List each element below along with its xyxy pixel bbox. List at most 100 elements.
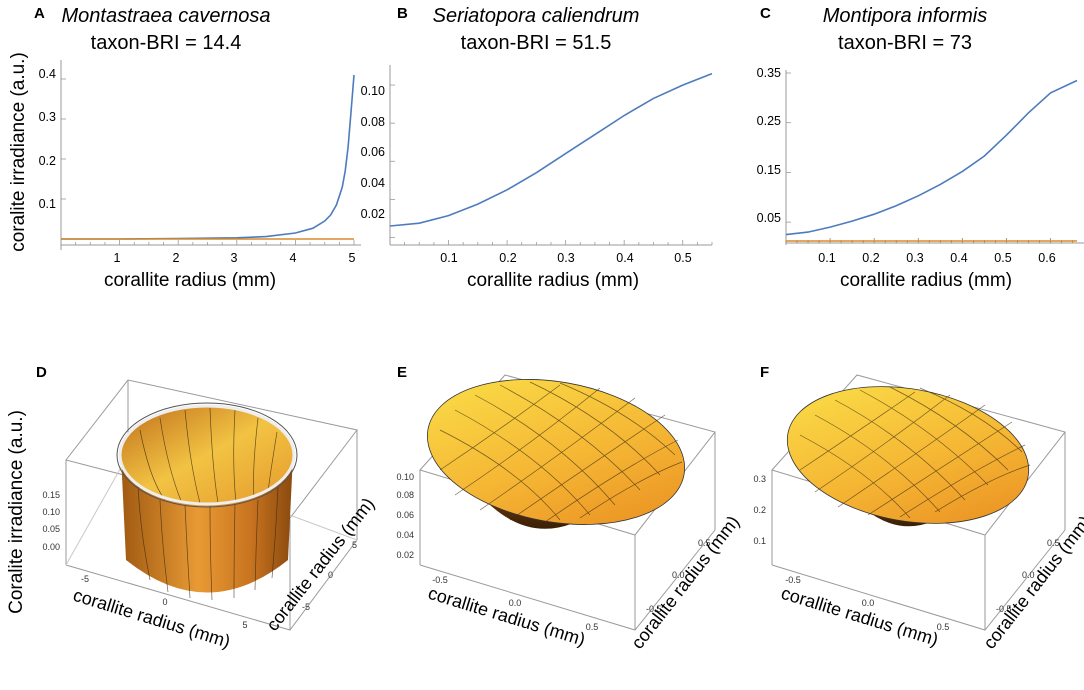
panel-b-xtick: 0.1 <box>440 251 457 265</box>
panel-c-xtick: 0.6 <box>1038 251 1055 265</box>
panel-f: F 0.1 0.2 0.3 -0.5 0.0 0.5 -0.5 0.0 0.5 … <box>753 364 1084 653</box>
panel-f-bowl-rim <box>786 386 1030 524</box>
panel-e-bowl-rim <box>426 379 686 525</box>
panel-b-ytick: 0.06 <box>361 145 385 159</box>
panel-e-bowl-surface <box>427 379 685 525</box>
panel-d-xtick: 5 <box>242 620 247 630</box>
panel-d-cup-rim <box>118 404 296 506</box>
panel-b-ytick: 0.10 <box>361 84 385 98</box>
panel-d-mesh <box>137 407 279 601</box>
panel-d-ytick: 0 <box>328 570 333 580</box>
panel-c-xtick: 0.4 <box>950 251 967 265</box>
panel-c-ticks <box>785 72 1073 243</box>
panel-b-xtick: 0.2 <box>499 251 516 265</box>
panel-e-ytick: -0.5 <box>646 604 662 614</box>
panel-letter-e: E <box>397 364 407 381</box>
panel-c: C Montipora informis taxon-BRI = 73 0.1 … <box>757 5 1084 291</box>
panel-a-xtick: 2 <box>173 251 180 265</box>
panel-b-xtick: 0.4 <box>616 251 633 265</box>
panel-e-xtick: 0.0 <box>509 598 522 608</box>
panel-f-ytick: -0.5 <box>996 604 1012 614</box>
panel-c-series-irradiance <box>785 79 1078 236</box>
y-axis-title-top: coralite irradiance (a.u.) <box>8 52 29 252</box>
panel-c-bri: taxon-BRI = 73 <box>838 32 972 54</box>
panel-e-ytick: 0.5 <box>698 538 711 548</box>
panel-d-ztick: 0.05 <box>42 524 60 534</box>
panel-b: B Seriatopora caliendrum taxon-BRI = 51.… <box>361 5 713 291</box>
panel-c-ytick: 0.05 <box>757 211 781 225</box>
panel-f-mesh <box>799 386 1031 519</box>
panel-f-ztick: 0.3 <box>753 474 766 484</box>
panel-a-xtick: 4 <box>290 251 297 265</box>
panel-f-ytick: 0.5 <box>1047 538 1060 548</box>
panel-a-ytick: 0.2 <box>39 154 56 168</box>
panel-c-xtick: 0.1 <box>818 251 835 265</box>
panel-f-y-title: corallite radius (mm) <box>979 512 1084 653</box>
panel-c-ytick: 0.25 <box>757 114 781 128</box>
panel-f-xtick: -0.5 <box>785 575 801 585</box>
panel-d-ztick: 0.10 <box>42 507 60 517</box>
panel-d-ytick: 5 <box>352 540 357 550</box>
panel-e-ztick: 0.10 <box>396 472 414 482</box>
panel-f-xtick: 0.5 <box>937 622 950 632</box>
panel-f-ztick: 0.2 <box>753 505 766 515</box>
panel-e-ztick: 0.04 <box>396 530 414 540</box>
panel-letter-b: B <box>397 5 408 22</box>
panel-b-ytick: 0.04 <box>361 176 385 190</box>
panel-a-ytick: 0.3 <box>39 110 56 124</box>
panel-e-ytick: 0.0 <box>672 570 685 580</box>
panel-c-ytick: 0.35 <box>757 66 781 80</box>
panel-b-ytick: 0.08 <box>361 115 385 129</box>
panel-a-ytick: 0.4 <box>39 67 56 81</box>
panel-letter-a: A <box>34 5 45 22</box>
panel-b-series-irradiance <box>389 72 713 227</box>
panel-d-cup-rim-edge <box>116 402 298 508</box>
panel-e-ztick: 0.02 <box>396 550 414 560</box>
panel-c-xtick: 0.3 <box>906 251 923 265</box>
panel-c-ytick: 0.15 <box>757 163 781 177</box>
panel-a-species: Montastraea cavernosa <box>61 5 270 27</box>
panel-b-species: Seriatopora caliendrum <box>433 5 640 27</box>
panel-d-ztick: 0.15 <box>42 490 60 500</box>
panel-b-bri: taxon-BRI = 51.5 <box>461 32 612 54</box>
panel-a-xtick: 3 <box>231 251 238 265</box>
panel-a-x-title: corallite radius (mm) <box>104 270 276 291</box>
panel-letter-c: C <box>760 5 771 22</box>
y-axis-title-bottom: Coralite irradiance (a.u.) <box>6 410 27 614</box>
panel-c-species: Montipora informis <box>823 5 988 27</box>
panel-c-xtick: 0.2 <box>862 251 879 265</box>
panel-f-x-title: corallite radius (mm) <box>779 583 941 650</box>
panel-b-xtick: 0.3 <box>557 251 574 265</box>
panel-d-ytick: -5 <box>302 602 310 612</box>
panel-a-series-irradiance <box>61 74 355 240</box>
panel-f-ytick: 0.0 <box>1022 570 1035 580</box>
panel-a-xtick: 5 <box>349 251 356 265</box>
panel-a-bri: taxon-BRI = 14.4 <box>91 32 242 54</box>
panel-e-xtick: -0.5 <box>432 575 448 585</box>
panel-f-xtick: 0.0 <box>862 598 875 608</box>
panel-c-x-title: corallite radius (mm) <box>840 270 1012 291</box>
panel-a-ytick: 0.1 <box>39 197 56 211</box>
panel-f-ztick: 0.1 <box>753 536 766 546</box>
panel-d-xtick: -5 <box>81 574 89 584</box>
panel-e-ztick: 0.06 <box>396 510 414 520</box>
panel-d: D Coralite irradiance (a.u.) 0.0 <box>6 364 378 652</box>
panel-a-ticks <box>60 78 355 245</box>
panel-d-x-title: corallite radius (mm) <box>71 585 233 652</box>
panel-e-x-title: corallite radius (mm) <box>426 583 588 650</box>
panel-d-cup-interior <box>121 407 293 503</box>
panel-a-xtick: 1 <box>114 251 121 265</box>
panel-e: E 0.02 0.04 0.06 0.08 0.10 -0.5 0.0 0.5 … <box>396 364 743 653</box>
panel-d-xtick: 0 <box>162 597 167 607</box>
panel-b-ticks <box>389 84 713 245</box>
panel-e-y-title: corallite radius (mm) <box>627 512 743 653</box>
panel-b-xtick: 0.5 <box>674 251 691 265</box>
panel-letter-d: D <box>36 364 47 381</box>
panel-a: A Montastraea cavernosa taxon-BRI = 14.4… <box>8 5 361 291</box>
panel-e-ztick: 0.08 <box>396 490 414 500</box>
panel-e-xtick: 0.5 <box>586 622 599 632</box>
panel-f-bowl-surface <box>787 386 1029 524</box>
panel-c-xtick: 0.5 <box>994 251 1011 265</box>
panel-e-mesh <box>439 381 683 523</box>
